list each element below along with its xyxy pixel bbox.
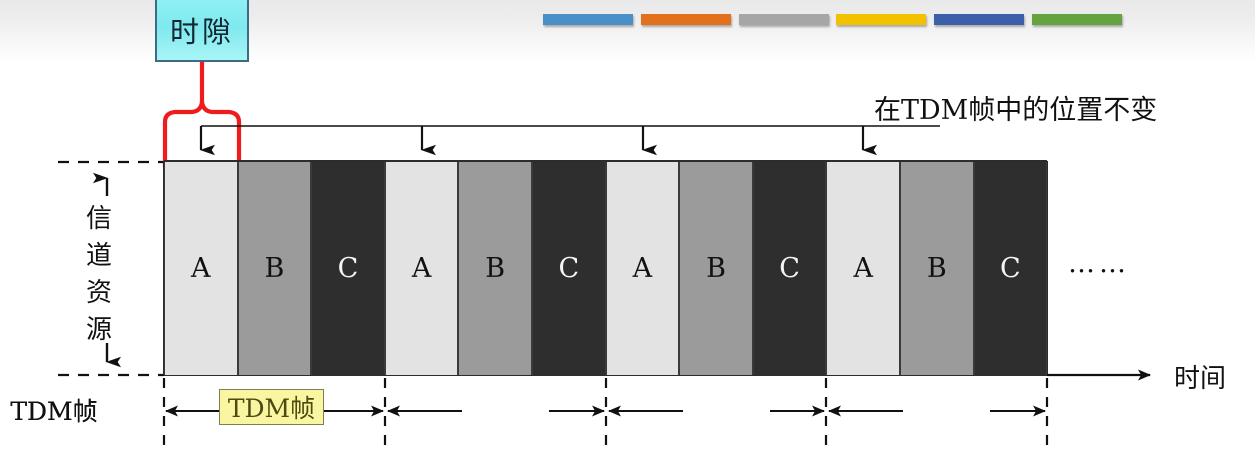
y-axis-label-char-4: 源	[86, 315, 113, 345]
red-brace	[162, 59, 242, 170]
bar-yellow	[836, 14, 926, 25]
slot-column-label: A	[411, 253, 432, 284]
time-slot-callout[interactable]: 时隙	[155, 0, 249, 62]
slot-column-label: A	[191, 253, 211, 284]
slot-column-label: A	[632, 253, 653, 284]
bar-orange	[641, 14, 731, 25]
x-axis-label: 时间	[1174, 364, 1227, 394]
tdm-frame-highlight-label: TDM帧	[227, 394, 316, 423]
slot-column-label: B	[706, 253, 726, 284]
bar-blue	[543, 14, 633, 25]
slot-column-label: C	[337, 253, 359, 284]
slot-column-label: C	[1000, 253, 1021, 284]
slot-column-a-10: A	[826, 162, 900, 375]
tdm-frame-label-4: TDM帧	[10, 397, 98, 426]
tdm-frame-label-2: TDM帧	[10, 397, 98, 426]
bar-gray	[739, 14, 829, 25]
slot-column-b-8: B	[679, 162, 753, 375]
y-axis-label-char-3: 资	[86, 278, 113, 308]
bar-indigo	[934, 14, 1024, 25]
tdm-frame-label-3: TDM帧	[10, 397, 98, 426]
slot-column-label: C	[558, 253, 580, 284]
slot-column-label: C	[779, 253, 800, 284]
y-axis-label-char-1: 信	[86, 204, 113, 234]
slot-column-a-4: A	[384, 162, 459, 375]
slot-column-label: B	[926, 253, 947, 284]
slot-column-c-12: C	[973, 162, 1048, 375]
slot-column-c-6: C	[532, 162, 606, 375]
frame-boundary-guides	[162, 378, 1049, 452]
slot-column-b-11: B	[900, 162, 974, 375]
continuation-ellipsis: ……	[1068, 248, 1130, 279]
slot-column-c-3: C	[311, 162, 385, 375]
time-slot-callout-label: 时隙	[169, 15, 234, 49]
slot-column-c-9: C	[752, 162, 827, 375]
tdm-frame-highlight-callout[interactable]: TDM帧	[219, 389, 324, 425]
slot-column-label: B	[485, 253, 506, 284]
slot-column-b-2: B	[237, 162, 312, 375]
slot-column-label: A	[853, 253, 873, 284]
slot-column-a-1: A	[164, 162, 238, 375]
slot-column-label: B	[264, 253, 285, 284]
slot-column-b-5: B	[458, 162, 532, 375]
slot-position-arrows	[199, 126, 877, 156]
channel-extent-guides	[58, 160, 164, 377]
y-axis-label-char-2: 道	[86, 241, 113, 271]
position-fixed-annotation: 在TDM帧中的位置不变	[874, 95, 1158, 126]
slot-column-a-7: A	[605, 162, 680, 375]
bar-green	[1032, 14, 1122, 25]
